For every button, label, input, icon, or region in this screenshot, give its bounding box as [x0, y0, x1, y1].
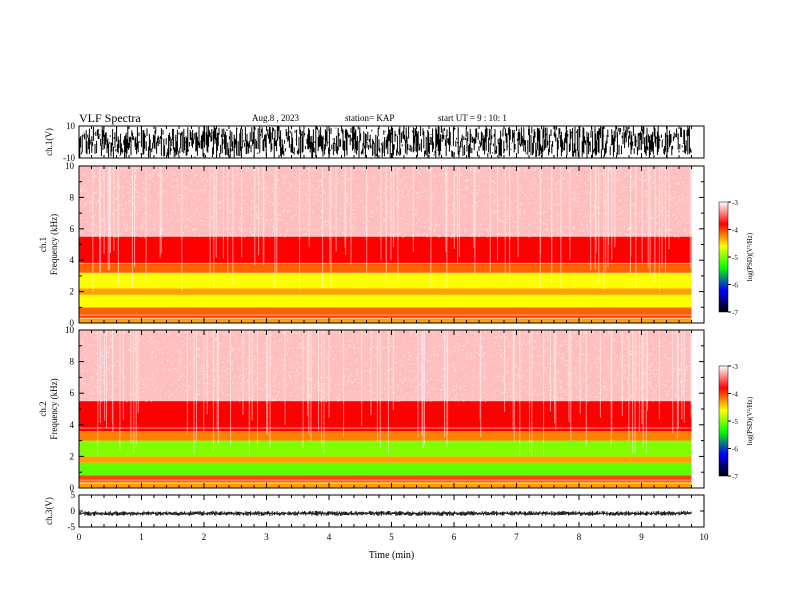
- ch1-spectrogram-colorbar-tick-label: -7: [732, 309, 738, 317]
- start-time-label: start UT = 9 : 10: 1: [438, 113, 507, 123]
- ch2-spectrogram-streaks: [97, 330, 692, 457]
- ch2-spectrogram-ytick-label: 10: [65, 325, 75, 335]
- ch2-spectrogram-panel: [78, 329, 731, 489]
- ch2-spectrogram-ytick-label: 0: [70, 483, 75, 493]
- chart-title: VLF Spectra: [79, 111, 141, 125]
- ch1-spectrogram-ytick-label: 2: [70, 287, 75, 297]
- ch3-waveform-ytick-label: 5: [71, 490, 76, 500]
- ch1-waveform-trace: [78, 126, 692, 158]
- ch2-spectrogram-colorbar-tick-label: -5: [732, 418, 738, 426]
- ch1-spectrogram-band: [79, 272, 692, 289]
- ch1-waveform-ylabel: ch.1(V): [44, 128, 54, 156]
- ch3-waveform-ytick-label: 0: [71, 506, 76, 516]
- ch1-spectrogram-colorbar-tick-label: -4: [732, 227, 738, 235]
- station-label: station= KAP: [345, 113, 395, 123]
- ch2-spectrogram-ytick-label: 4: [70, 420, 75, 430]
- ch1-spectrogram-band: [79, 236, 692, 264]
- ch1-spectrogram-band: [79, 288, 692, 295]
- ch1-spectrogram-streaks: [92, 166, 691, 292]
- ch3-waveform-ylabel: ch.3(V): [44, 497, 54, 525]
- ch2-spectrogram-ylabel-channel: ch.2: [38, 401, 48, 416]
- ch1-spectrogram-band: [79, 318, 692, 323]
- time-axis-tick-label: 8: [577, 532, 582, 542]
- ch2-spectrogram-ytick-label: 8: [70, 357, 75, 367]
- ch1-waveform-ytick-label: -10: [63, 153, 75, 163]
- ch1-spectrogram-ytick-label: 4: [70, 255, 75, 265]
- ch3-waveform-panel: [78, 494, 705, 528]
- ch2-spectrogram-colorbar-label: log(PSD)(V²/Hz): [746, 396, 754, 445]
- time-axis-tick-label: 5: [389, 532, 394, 542]
- ch1-spectrogram-colorbar-tick-label: -3: [732, 199, 738, 207]
- ch1-waveform-ytick-label: 10: [66, 121, 76, 131]
- ch1-spectrogram-ytick-label: 10: [65, 161, 75, 171]
- ch3-waveform-trace: [78, 511, 692, 516]
- ch2-spectrogram-colorbar-tick-label: -6: [732, 446, 738, 454]
- time-axis-tick-label: 6: [452, 532, 457, 542]
- ch1-spectrogram-panel: [78, 165, 731, 324]
- ch1-spectrogram-band: [79, 294, 692, 308]
- ch1-spectrogram-ylabel-frequency: Frequency (kHz): [49, 214, 59, 275]
- ch2-spectrogram-band: [79, 456, 692, 463]
- time-axis-tick-label: 7: [514, 532, 519, 542]
- date-label: Aug.8 , 2023: [252, 113, 299, 123]
- ch1-spectrogram-ytick-label: 8: [70, 192, 75, 202]
- ch2-spectrogram-band: [79, 431, 692, 441]
- ch2-spectrogram-ytick-label: 2: [70, 451, 75, 461]
- time-axis-tick-label: 2: [202, 532, 207, 542]
- ch2-spectrogram-colorbar-tick-label: -3: [732, 363, 738, 371]
- ch1-spectrogram-colorbar-tick-label: -5: [732, 254, 738, 262]
- time-axis-tick-label: 1: [139, 532, 144, 542]
- ch2-spectrogram-ytick-label: 6: [70, 388, 75, 398]
- ch1-spectrogram-colorbar-tick-label: -6: [732, 282, 738, 290]
- ch2-spectrogram-band: [79, 401, 692, 432]
- ch1-spectrogram-colorbar: [718, 201, 729, 313]
- time-axis-label: Time (min): [369, 550, 414, 561]
- ch1-spectrogram-band: [79, 166, 692, 237]
- ch1-waveform-panel: [78, 125, 705, 159]
- ch2-spectrogram-speckle: [79, 330, 692, 403]
- ch2-spectrogram-band: [79, 475, 692, 482]
- ch2-spectrogram-band: [79, 462, 692, 476]
- ch1-spectrogram-band: [79, 263, 692, 273]
- time-axis-tick-label: 0: [77, 532, 82, 542]
- time-axis-tick-label: 10: [700, 532, 710, 542]
- ch1-spectrogram-ytick-label: 6: [70, 224, 75, 234]
- ch2-spectrogram-band: [79, 481, 692, 488]
- ch3-waveform-ytick-label: -5: [68, 522, 76, 532]
- ch1-spectrogram-band: [79, 307, 692, 316]
- ch2-spectrogram-band: [79, 330, 692, 402]
- ch1-spectrogram-band: [79, 315, 692, 319]
- ch1-spectrogram-ylabel-channel: ch.1: [38, 237, 48, 252]
- ch2-spectrogram-colorbar-tick-label: -4: [732, 391, 738, 399]
- ch2-spectrogram-band: [79, 440, 692, 457]
- ch1-spectrogram-ytick-label: 0: [70, 318, 75, 328]
- time-axis-tick-label: 9: [639, 532, 644, 542]
- ch2-spectrogram-ylabel-frequency: Frequency (kHz): [49, 378, 59, 439]
- time-axis-tick-label: 4: [327, 532, 332, 542]
- time-axis-tick-label: 3: [264, 532, 269, 542]
- ch2-spectrogram-colorbar: [718, 365, 729, 477]
- ch1-spectrogram-colorbar-label: log(PSD)(V²/Hz): [746, 232, 754, 281]
- ch2-spectrogram-colorbar-tick-label: -7: [732, 473, 738, 481]
